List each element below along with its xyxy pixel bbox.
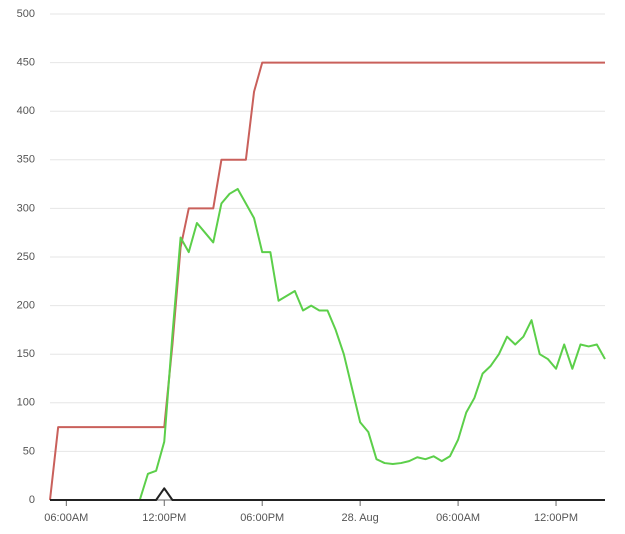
y-tick-label: 450 <box>17 57 35 69</box>
x-tick-label: 06:00AM <box>436 512 480 524</box>
y-tick-label: 500 <box>17 8 35 20</box>
series-line <box>49 61 605 501</box>
y-tick-label: 50 <box>23 445 35 457</box>
y-tick-label: 400 <box>17 105 35 117</box>
series-line <box>138 187 606 501</box>
y-tick-label: 100 <box>17 397 35 409</box>
x-tick-label: 06:00PM <box>240 512 284 524</box>
y-tick-label: 200 <box>17 300 35 312</box>
x-tick-label: 06:00AM <box>44 512 88 524</box>
y-tick-label: 150 <box>17 348 35 360</box>
x-tick-label: 12:00PM <box>142 512 186 524</box>
y-tick-label: 300 <box>17 202 35 214</box>
x-tick-label: 28. Aug <box>341 512 378 524</box>
x-tick-label: 12:00PM <box>534 512 578 524</box>
series-line <box>50 487 605 501</box>
y-tick-label: 0 <box>29 494 35 506</box>
y-tick-label: 350 <box>17 154 35 166</box>
y-tick-label: 250 <box>17 251 35 263</box>
